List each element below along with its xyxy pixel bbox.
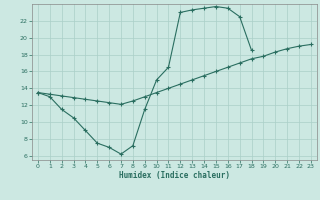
X-axis label: Humidex (Indice chaleur): Humidex (Indice chaleur) [119,171,230,180]
